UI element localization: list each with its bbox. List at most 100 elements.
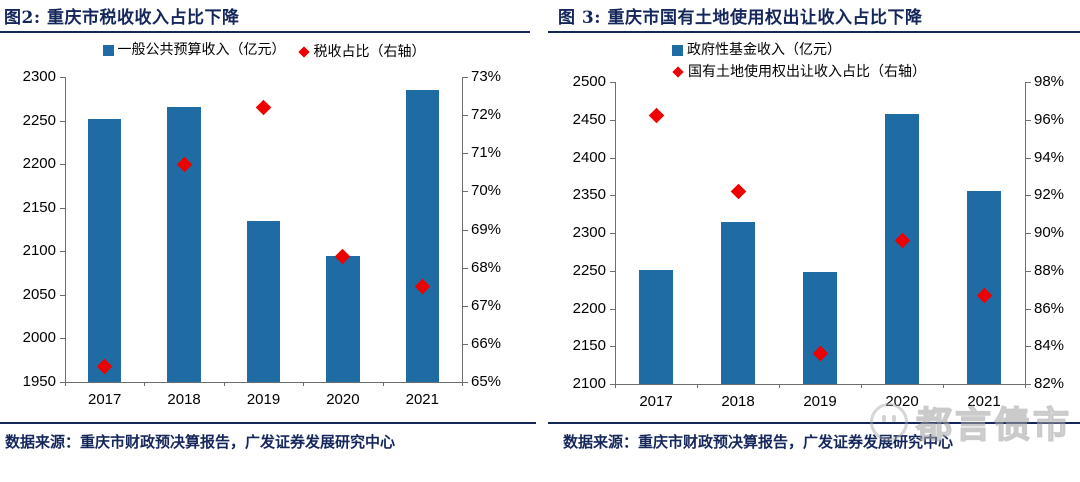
bar-2019 [802,272,838,384]
legend-item: 一般公共预算收入（亿元） [102,39,286,61]
x-axis-label: 2021 [967,393,1001,410]
x-axis [615,384,1026,385]
x-axis-label: 2017 [88,391,122,408]
y-axis-label-left: 2200 [22,155,56,173]
y-tick-right [463,343,468,345]
y-axis-label-right: 88% [1034,261,1065,279]
y-tick-left [60,294,65,296]
y-tick-right [1026,270,1031,272]
y-tick-left [60,207,65,209]
y-axis-label-right: 67% [471,296,502,314]
y-tick-right [1026,82,1031,83]
y-tick-left [60,164,65,166]
x-axis [65,382,463,383]
y-tick-right [463,191,468,193]
y-tick-right [463,382,468,383]
y-axis-label-right: 90% [1034,224,1065,241]
y-tick-left [60,120,65,122]
y-axis-label-left: 2300 [22,68,56,85]
y-tick-right [1026,384,1031,385]
y-axis-label-right: 68% [471,258,502,276]
legend-label: 政府性基金收入（亿元） [687,42,841,58]
y-axis-label-right: 69% [471,220,502,238]
y-axis-right [1025,82,1026,384]
y-axis-label-right: 70% [471,182,502,200]
y-tick-right [1026,346,1031,348]
y-axis-label-left: 2100 [22,242,56,260]
y-tick-left [610,384,615,385]
x-tick [462,382,463,386]
y-tick-left [610,195,615,197]
y-tick-left [610,82,615,83]
legend: 一般公共预算收入（亿元） 税收占比（右轴） [0,39,540,63]
x-tick [144,382,146,386]
data-source: 数据来源：重庆市财政预决算报告，广发证券发展研究中心 [5,433,396,451]
y-axis-label-right: 71% [471,144,502,162]
scatter-marker-2017 [648,108,664,124]
title-rule [0,31,530,33]
y-axis-label-right: 86% [1034,299,1065,317]
chart-panel-land-sale-share: 图 3: 重庆市国有土地使用权出让收入占比下降 政府性基金收入（亿元） 国有土地使… [540,0,1080,482]
y-tick-left [60,382,65,383]
bar-2021 [405,90,439,382]
x-tick [65,382,66,386]
legend-bar-swatch-icon [672,44,683,56]
x-axis-label: 2018 [721,393,755,410]
y-axis-label-left: 2350 [572,186,606,204]
y-axis-left [65,77,66,382]
y-axis-label-right: 92% [1034,186,1065,204]
y-axis-label-left: 2200 [572,299,606,317]
x-tick [779,384,780,388]
y-axis-label-left: 2150 [22,198,56,216]
x-axis-label: 2017 [639,393,673,410]
x-tick [861,384,862,388]
y-axis-label-left: 2000 [22,329,56,347]
legend-label: 一般公共预算收入（亿元） [117,42,286,58]
x-axis-label: 2020 [326,391,360,408]
y-tick-left [610,308,615,310]
x-axis-label: 2018 [167,391,201,408]
chart-canvas: 2500 2450 2400 2350 2300 2250 2200 2150 2100 98% 9… [540,0,1080,482]
x-tick [697,384,698,388]
y-tick-left [60,251,65,253]
y-axis-label-right: 72% [471,106,502,124]
y-tick-left [610,119,615,121]
footer-rule [548,422,1080,424]
data-source: 数据来源：重庆市财政预决算报告，广发证券发展研究中心 [563,433,954,451]
y-tick-right [1026,157,1031,159]
y-tick-left [610,346,615,348]
y-tick-right [1026,233,1031,234]
x-tick [303,382,305,386]
y-axis-label-right: 82% [1034,375,1065,392]
y-tick-right [463,115,468,117]
bar-2020 [326,255,360,382]
y-tick-left [60,77,65,78]
y-tick-left [610,270,615,272]
y-axis-label-right: 66% [471,334,502,352]
x-tick [943,384,944,388]
legend-item: 政府性基金收入（亿元） [672,39,1068,61]
y-axis-label-left: 2450 [572,110,606,128]
y-tick-left [610,157,615,159]
legend-bar-swatch-icon [102,44,114,56]
bar-2017 [638,269,674,384]
y-tick-right [463,267,468,269]
x-tick [223,382,225,386]
y-axis-label-left: 2100 [572,375,606,392]
x-axis-label: 2021 [405,391,439,408]
chart-canvas: 2300 2250 2200 2150 2100 2050 2000 1950 73% 72% 71… [22,68,502,408]
x-axis-label: 2019 [803,393,837,410]
y-axis-label-left: 2250 [572,261,606,279]
scatter-marker-2019 [255,99,272,116]
x-tick [382,382,384,386]
bar-2018 [167,106,201,382]
bar-2019 [246,220,281,382]
legend-item: 税收占比（右轴） [297,41,426,63]
title-rule [548,31,1080,33]
x-axis-label: 2020 [885,393,919,410]
y-axis-label-right: 98% [1034,73,1065,90]
legend-item: 国有土地使用权出让收入占比（右轴） [672,61,1068,83]
y-axis-label-right: 65% [471,373,502,390]
y-axis-label-left: 2300 [572,224,606,241]
